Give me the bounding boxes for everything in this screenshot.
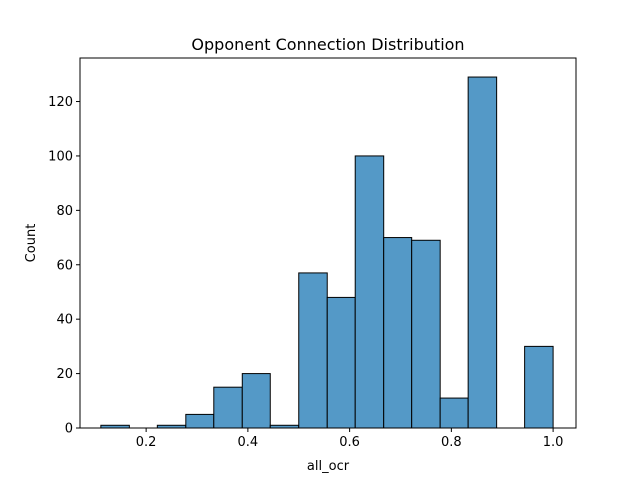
y-tick-label-4: 80 [56,204,73,219]
x-axis-label: all_ocr [307,459,350,474]
histogram-bar-11 [411,239,441,429]
y-axis-label: Count [24,224,39,263]
x-tick-label-3: 0.8 [441,435,462,450]
y-tick-label-6: 120 [48,95,73,110]
histogram-bar-13 [467,76,498,429]
y-tick-label-5: 100 [48,149,73,164]
y-axis-ticks: 0 20 40 60 80 100 120 [48,95,80,437]
x-tick-label-2: 0.6 [339,435,360,450]
histogram-bar-3 [185,413,215,429]
x-tick-label-1: 0.4 [238,435,259,450]
y-tick-label-3: 60 [56,258,73,273]
bars-layer [100,76,554,429]
y-tick-label-1: 20 [56,367,73,382]
x-axis-ticks: 0.2 0.4 0.6 0.8 1.0 [136,428,564,450]
histogram-bar-9 [354,155,385,429]
histogram-bar-5 [241,373,271,429]
histogram-bar-7 [298,272,328,429]
y-tick-label-2: 40 [56,313,73,328]
y-tick-label-0: 0 [65,422,73,437]
histogram-bar-8 [326,296,356,429]
histogram-bar-4 [213,386,243,429]
axes-frame [79,57,577,429]
histogram-bar-10 [383,237,413,429]
x-tick-label-0: 0.2 [136,435,157,450]
chart-title: Opponent Connection Distribution [191,35,464,54]
histogram-bar-15 [524,345,554,429]
x-tick-label-4: 1.0 [543,435,564,450]
histogram-bar-12 [439,397,469,429]
